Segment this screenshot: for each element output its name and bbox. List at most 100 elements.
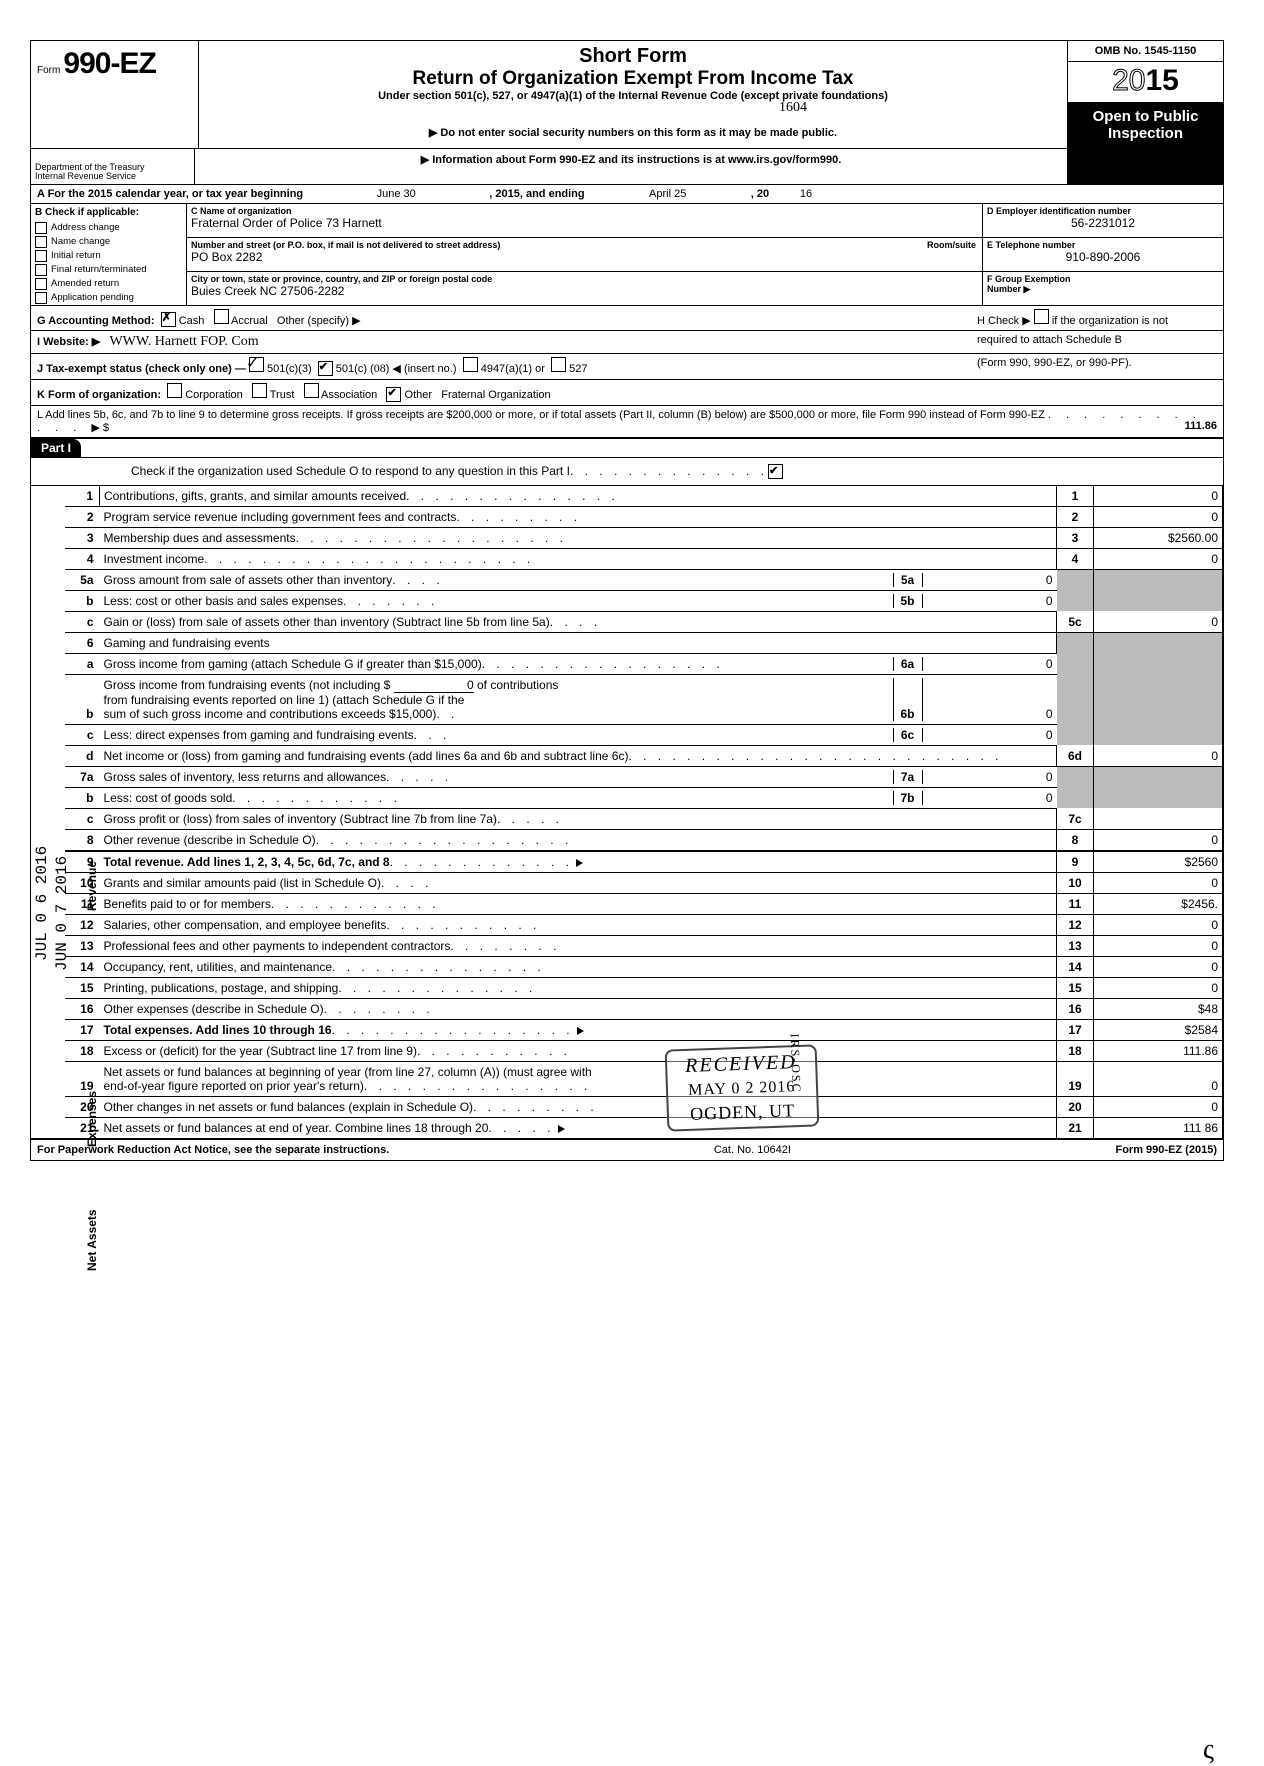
l-arrow: ▶ $ [91,422,109,434]
chk-527[interactable] [551,357,566,372]
chk-assoc[interactable] [304,383,319,398]
line-15: 15 Printing, publications, postage, and … [31,977,1223,998]
chk-amended-return[interactable]: Amended return [31,277,186,291]
line-9: 9 Total revenue. Add lines 1, 2, 3, 4, 5… [31,851,1223,873]
chk-4947[interactable] [463,357,478,372]
g-label: G Accounting Method: [37,315,155,327]
line-a-yr-prefix: , 20 [751,188,769,200]
chk-501c3[interactable]: ✓ [249,357,264,372]
open-line2: Inspection [1070,126,1221,143]
i-val: WWW. Harnett FOP. Com [109,334,258,349]
g-cash: Cash [179,315,205,327]
line-5b: b Less: cost or other basis and sales ex… [31,590,1223,611]
line-a-begin: June 30 [306,188,486,200]
line-13: 13 Professional fees and other payments … [31,935,1223,956]
stamp-jun: JUN 0 7 2016 [53,856,71,971]
chk-accrual[interactable] [214,309,229,324]
chk-initial-return[interactable]: Initial return [31,249,186,263]
corner-mark: ς [1203,1734,1214,1766]
c-city: City or town, state or province, country… [187,272,982,305]
line-a-prefix: A For the 2015 calendar year, or tax yea… [37,188,303,200]
return-title: Return of Organization Exempt From Incom… [205,68,1061,90]
h-text3: required to attach Schedule B [977,334,1122,346]
do-not-enter-line: ▶ Do not enter social security numbers o… [205,126,1061,139]
c-addr-val: PO Box 2282 [191,250,978,264]
line-6: 6 Gaming and fundraising events [31,632,1223,653]
chk-application-pending[interactable]: Application pending [31,291,186,305]
line-3: 3 Membership dues and assessments . . . … [31,527,1223,548]
line-6a: a Gross income from gaming (attach Sched… [31,653,1223,674]
header-row: Form 990-EZ Short Form Return of Organiz… [31,41,1223,149]
chk-501c[interactable] [318,361,333,376]
line-6b: b Gross income from fundraising events (… [31,674,1223,724]
k-assoc: Association [321,389,377,401]
c-name: C Name of organization Fraternal Order o… [187,204,982,238]
dept-cell: Department of the Treasury Internal Reve… [31,149,195,184]
line-14: 14 Occupancy, rent, utilities, and maint… [31,956,1223,977]
row-i-left: I Website: ▶ WWW. Harnett FOP. Com [31,331,971,353]
g-other: Other (specify) ▶ [277,315,361,327]
row-l: L Add lines 5b, 6c, and 7b to line 9 to … [31,406,1223,439]
line-10: 10 Grants and similar amounts paid (list… [31,872,1223,893]
chk-schedule-b[interactable] [1034,309,1049,324]
row-j: J Tax-exempt status (check only one) — ✓… [31,354,1223,380]
stamp-jul: JUL 0 6 2016 [33,846,51,961]
h-text1: H Check ▶ [977,315,1031,327]
year-outline: 20 [1112,64,1145,97]
line-2: 2 Program service revenue including gove… [31,506,1223,527]
line-a-end: April 25 [588,188,748,200]
chk-address-change[interactable]: Address change [31,221,186,235]
omb-cell: OMB No. 1545-1150 2015 Open to Public In… [1067,41,1223,148]
info-cell: ▶ Information about Form 990-EZ and its … [195,149,1067,184]
stamp-side: IRS-OSC [786,1033,803,1094]
part1-header: Part I [31,439,1223,458]
open-to-public: Open to Public Inspection [1068,103,1223,148]
line-4: 4 Investment income . . . . . . . . . . … [31,548,1223,569]
chk-name-change[interactable]: Name change [31,235,186,249]
footer-right: Form 990-EZ (2015) [1115,1144,1217,1156]
row-h2: required to attach Schedule B [971,331,1223,353]
chk-trust[interactable] [252,383,267,398]
line-6c: c Less: direct expenses from gaming and … [31,724,1223,745]
h-text2: if the organization is not [1052,315,1168,327]
j-501c: 501(c) ( [336,363,374,375]
black-fill [1067,149,1223,184]
dept-row: Department of the Treasury Internal Reve… [31,149,1223,185]
line-12: 12 Salaries, other compensation, and emp… [31,914,1223,935]
line-a-mid: , 2015, and ending [489,188,584,200]
j-501c-after: ) ◀ (insert no.) [386,363,457,375]
chk-schedule-o[interactable] [768,464,783,479]
line-6d: d Net income or (loss) from gaming and f… [31,745,1223,766]
c-name-val: Fraternal Order of Police 73 Harnett [191,216,978,230]
subtitle: Under section 501(c), 527, or 4947(a)(1)… [205,90,1061,102]
h-text4: (Form 990, 990-EZ, or 990-PF). [977,357,1132,369]
chk-cash[interactable] [161,312,176,327]
chk-final-return[interactable]: Final return/terminated [31,263,186,277]
line-5c: c Gain or (loss) from sale of assets oth… [31,611,1223,632]
j-527: 527 [569,363,587,375]
k-label: K Form of organization: [37,389,161,401]
tax-year: 2015 [1068,62,1223,103]
l-text: L Add lines 5b, 6c, and 7b to line 9 to … [37,409,1045,421]
k-trust: Trust [270,389,295,401]
col-de: D Employer identification number 56-2231… [983,204,1223,305]
line-20: 20 Other changes in net assets or fund b… [31,1096,1223,1117]
stamp-received: RECEIVED [685,1051,797,1078]
line-8: 8 Other revenue (describe in Schedule O)… [31,829,1223,851]
form-word: Form [37,65,60,76]
schedule-o-check-line: Check if the organization used Schedule … [31,458,1223,486]
col-b: B Check if applicable: Address change Na… [31,204,187,305]
title-cell: Short Form Return of Organization Exempt… [199,41,1067,148]
c-city-lbl: City or town, state or province, country… [191,274,978,284]
j-501c3: 501(c)(3) [267,363,312,375]
c-addr-lbl: Number and street (or P.O. box, if mail … [191,240,978,250]
line-a: A For the 2015 calendar year, or tax yea… [31,185,1223,204]
dept-irs: Internal Revenue Service [35,172,190,181]
row-g: G Accounting Method: Cash Accrual Other … [31,306,971,330]
chk-other-org[interactable] [386,387,401,402]
e-phone: E Telephone number 910-890-2006 [983,238,1223,272]
omb-number: OMB No. 1545-1150 [1068,41,1223,62]
line-7b: b Less: cost of goods sold . . . . . . .… [31,787,1223,808]
chk-corp[interactable] [167,383,182,398]
line-7a: 7a Gross sales of inventory, less return… [31,766,1223,787]
